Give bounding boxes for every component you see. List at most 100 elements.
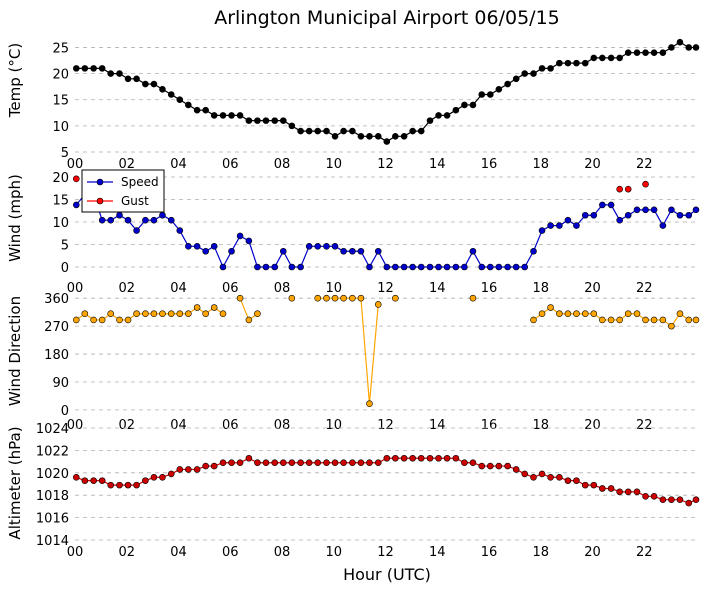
data-point — [98, 216, 106, 224]
data-point — [193, 304, 201, 311]
data-point — [150, 80, 158, 88]
data-point — [650, 49, 658, 56]
data-point — [521, 263, 529, 271]
data-point — [521, 470, 529, 478]
data-point — [478, 263, 486, 271]
data-point — [607, 316, 615, 324]
data-point — [366, 133, 373, 140]
data-point — [633, 49, 641, 56]
data-point — [124, 216, 132, 224]
panel-temp: 5 10 15 20 25 00 02 04 06 08 10 12 14 16 18 20 22 Temp (°… — [6, 38, 700, 172]
data-point — [142, 216, 149, 224]
data-point — [107, 216, 115, 224]
data-point — [72, 316, 80, 324]
data-point — [650, 316, 658, 324]
data-point — [581, 310, 589, 318]
legend-entry: Gust — [121, 194, 149, 208]
data-point — [357, 294, 365, 302]
data-point — [279, 459, 287, 467]
data-point — [547, 473, 554, 481]
x-tick-label: 12 — [377, 545, 394, 560]
data-point — [668, 206, 675, 214]
x-tick-label: 16 — [481, 157, 498, 172]
data-point — [573, 310, 580, 318]
data-point — [185, 310, 192, 318]
data-point — [167, 470, 175, 478]
data-point — [685, 316, 693, 324]
data-point — [357, 133, 365, 140]
x-tick-label: 20 — [584, 281, 601, 296]
data-point — [642, 316, 649, 324]
x-tick-label: 06 — [222, 157, 239, 172]
data-point — [676, 310, 684, 318]
x-tick-label: 08 — [274, 418, 291, 433]
x-tick-label: 22 — [636, 545, 653, 560]
data-point — [642, 206, 649, 214]
y-tick-label: 1020 — [36, 467, 69, 482]
x-tick-label: 14 — [429, 418, 446, 433]
data-point — [349, 294, 356, 302]
data-point — [271, 117, 279, 124]
y-tick-label: 15 — [52, 94, 69, 109]
series-direction — [72, 294, 700, 407]
data-point — [305, 459, 313, 467]
data-point — [616, 488, 623, 496]
data-point — [116, 481, 123, 489]
data-point — [331, 294, 339, 302]
data-point — [692, 206, 700, 214]
data-point — [159, 85, 166, 93]
data-point — [374, 247, 382, 255]
data-point — [478, 91, 486, 98]
data-point — [599, 485, 606, 492]
x-tick-label: 08 — [274, 281, 291, 296]
data-point — [202, 462, 209, 470]
data-point — [210, 462, 218, 470]
x-tick-label: 20 — [584, 418, 601, 433]
data-point — [581, 59, 589, 67]
data-point — [133, 481, 140, 489]
data-point — [366, 263, 373, 271]
data-point — [366, 400, 373, 407]
data-point — [72, 175, 80, 183]
x-tick-label: 14 — [429, 157, 446, 172]
data-point — [262, 263, 270, 271]
series-altimeter — [72, 454, 700, 507]
y-tick-label: 1022 — [36, 444, 69, 459]
data-point — [340, 127, 347, 135]
x-tick-label: 14 — [429, 281, 446, 296]
data-point — [245, 316, 253, 324]
data-point — [150, 473, 158, 481]
data-point — [297, 127, 304, 135]
data-point — [314, 294, 322, 302]
x-tick-label: 12 — [377, 418, 394, 433]
data-point — [409, 127, 416, 135]
data-point — [133, 310, 140, 318]
data-point — [279, 247, 287, 255]
data-point — [271, 263, 279, 271]
data-point — [323, 459, 330, 467]
data-point — [288, 294, 296, 302]
y-tick-label: 20 — [52, 68, 69, 83]
data-point — [142, 80, 149, 88]
data-point — [581, 481, 589, 489]
data-point — [142, 477, 149, 484]
panel-wind: 0 5 10 15 20 00 02 04 06 08 10 12 14 16 18 20 22 Wind (mp… — [6, 169, 700, 296]
data-point — [616, 54, 623, 62]
data-point — [478, 462, 486, 470]
x-tick-label: 06 — [222, 281, 239, 296]
series-line — [75, 306, 224, 321]
data-point — [185, 466, 192, 473]
x-tick-label: 16 — [481, 545, 498, 560]
data-point — [538, 65, 546, 72]
x-tick-label: 00 — [67, 545, 84, 560]
data-point — [340, 459, 347, 467]
data-point — [504, 462, 511, 470]
chart-title: Arlington Municipal Airport 06/05/15 — [214, 7, 560, 29]
data-point — [495, 462, 503, 470]
data-point — [400, 263, 408, 271]
data-point — [642, 180, 649, 188]
x-tick-label: 04 — [170, 545, 187, 560]
data-point — [547, 222, 554, 229]
data-point — [469, 459, 477, 467]
data-point — [692, 44, 700, 51]
